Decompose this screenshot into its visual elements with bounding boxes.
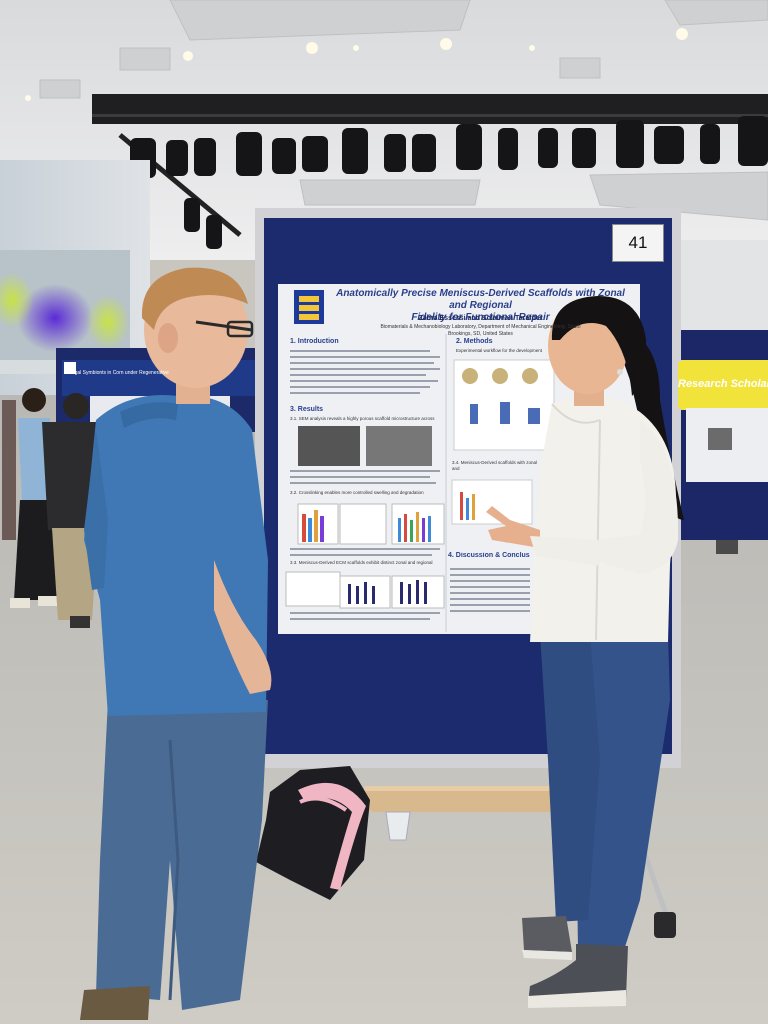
board-number-card: 41 <box>612 224 664 262</box>
stage-spotlights <box>130 116 768 249</box>
results-sub-4: 3.4. Meniscus-Derived scaffolds with zon… <box>452 460 537 471</box>
poster-affiliation: Biomaterials & Mechanobiology Laboratory… <box>328 324 633 338</box>
poster-title-line-2: Fidelity for Functional Repair <box>411 312 550 323</box>
background-left-poster-title: Fungal Symbionts in Corn under Regenerat… <box>66 370 169 376</box>
poster-body-text-lines <box>290 350 530 620</box>
poster-title-line-1: Anatomically Precise Meniscus-Derived Sc… <box>336 288 625 311</box>
section-results: 3. Results <box>290 406 324 413</box>
results-sub-1: 3.1. SEM analysis reveals a highly porou… <box>290 416 435 421</box>
poster-title: Anatomically Precise Meniscus-Derived Sc… <box>328 288 633 324</box>
background-banner-text: Research Scholarship <box>678 362 768 408</box>
presenter-woman <box>486 296 684 1008</box>
jacket-pile <box>256 766 370 900</box>
methods-subtitle: Experimental workflow for the developmen… <box>456 348 543 353</box>
poster-authors: Zahra Essessi and Solaiman Tarafder <box>418 315 543 322</box>
results-sub-3: 3.3. Meniscus-Derived ECM scaffolds exhi… <box>290 560 433 565</box>
attendee-man <box>80 267 272 1020</box>
ceiling-lights <box>25 28 688 101</box>
lighting-truss <box>92 94 768 124</box>
poster-tube <box>364 786 560 812</box>
university-logo <box>294 290 324 324</box>
poster-affiliation-line: Biomaterials & Mechanobiology Laboratory… <box>380 324 581 330</box>
section-methods: 2. Methods <box>456 338 493 345</box>
background-attendees <box>2 388 738 628</box>
drinking-glass <box>385 811 411 841</box>
section-introduction: 1. Introduction <box>290 338 339 345</box>
section-discussion: 4. Discussion & Conclus <box>448 552 530 559</box>
poster-figures <box>285 359 555 609</box>
results-sub-2: 3.2. Crosslinking enables more controlle… <box>290 490 424 495</box>
poster-location: Brookings, SD, United States <box>448 331 513 337</box>
